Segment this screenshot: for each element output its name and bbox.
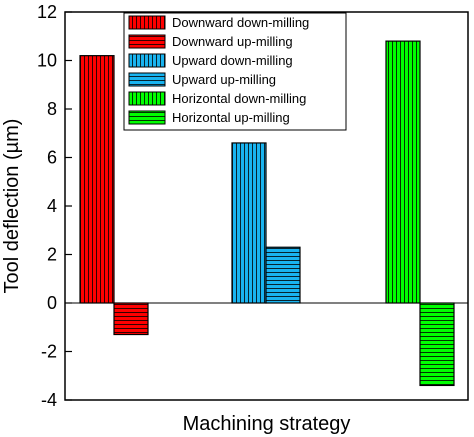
bar-horizontal-up-milling <box>419 302 455 387</box>
legend-swatch <box>128 53 166 68</box>
bar-upward-up-milling <box>265 246 301 304</box>
y-axis-ticks: -4 -2 0 2 4 6 8 10 12 <box>37 2 72 410</box>
y-tick-label: 6 <box>47 148 57 168</box>
y-tick-label: 4 <box>47 196 57 216</box>
legend-swatch <box>128 15 166 30</box>
bar-upward-down-milling <box>231 142 267 304</box>
y-tick-label: -2 <box>41 342 57 362</box>
legend-label: Upward down-milling <box>172 53 293 68</box>
legend-label: Horizontal down-milling <box>172 91 306 106</box>
bar-downward-down-milling <box>79 55 115 304</box>
legend-label: Downward down-milling <box>172 15 309 30</box>
legend-label: Horizontal up-milling <box>172 110 290 125</box>
legend-swatch <box>128 110 166 125</box>
x-axis-title: Machining strategy <box>183 413 351 435</box>
y-tick-label: -4 <box>41 390 57 410</box>
y-tick-label: 0 <box>47 293 57 313</box>
y-tick-label: 12 <box>37 2 57 22</box>
y-tick-label: 8 <box>47 99 57 119</box>
y-tick-label: 10 <box>37 51 57 71</box>
bars-layer <box>79 40 455 387</box>
legend-swatch <box>128 34 166 49</box>
bar-downward-up-milling <box>113 302 149 336</box>
legend-swatch <box>128 72 166 87</box>
legend-label: Upward up-milling <box>172 72 276 87</box>
legend: Downward down-milling Downward up-milling… <box>123 12 347 131</box>
y-tick-label: 2 <box>47 245 57 265</box>
legend-label: Downward up-milling <box>172 34 293 49</box>
bar-horizontal-down-milling <box>385 40 421 304</box>
legend-swatch <box>128 91 166 106</box>
y-axis-title: Tool deflection (µm) <box>1 119 23 294</box>
